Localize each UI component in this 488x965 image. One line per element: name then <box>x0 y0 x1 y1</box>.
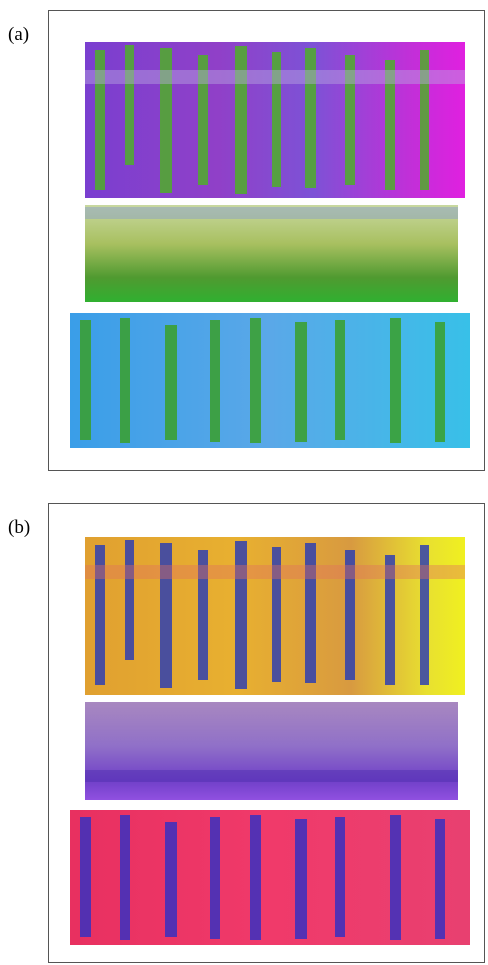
script-strokes <box>95 45 429 194</box>
script-strokes <box>95 540 429 689</box>
image-fill <box>70 313 470 448</box>
undertext-band <box>85 70 465 84</box>
image-fill <box>70 810 470 945</box>
undertext-band <box>85 565 465 579</box>
undertext-band <box>85 770 458 782</box>
panel-label: (a) <box>8 24 29 45</box>
image-bottom <box>70 313 470 448</box>
image-top <box>85 537 465 695</box>
panel-label: (b) <box>8 517 30 538</box>
undertext-band <box>85 207 458 219</box>
image-top <box>85 42 465 198</box>
image-middle <box>85 205 458 302</box>
image-bottom <box>70 810 470 945</box>
image-fill <box>85 205 458 302</box>
panel-frame <box>48 503 485 963</box>
panel-frame <box>48 10 485 471</box>
image-fill <box>85 702 458 800</box>
image-middle <box>85 702 458 800</box>
script-strokes <box>80 318 445 443</box>
script-strokes <box>80 815 445 940</box>
